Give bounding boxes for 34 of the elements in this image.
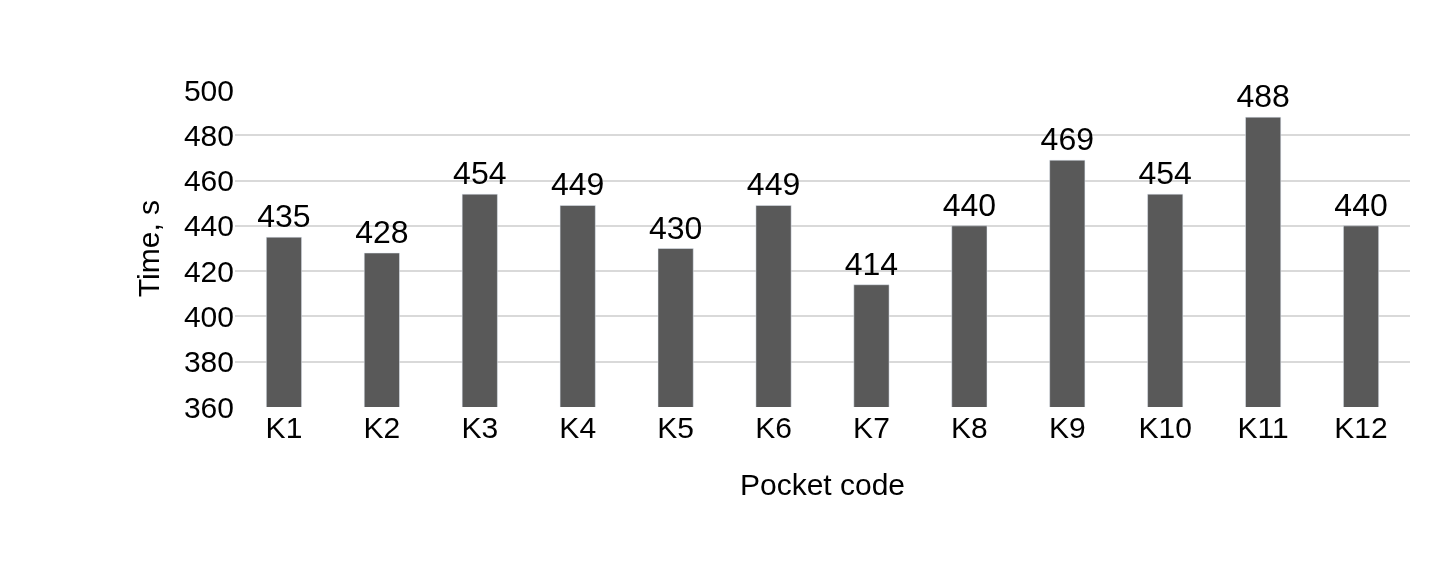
- x-tick-label: K5: [657, 411, 694, 444]
- y-tick-label: 420: [183, 254, 234, 288]
- x-tick-label: K11: [1237, 411, 1289, 444]
- data-label: 430: [648, 209, 703, 246]
- x-tick-label: K3: [461, 411, 499, 444]
- x-tick-label: K1: [265, 411, 303, 444]
- data-label: 440: [1334, 186, 1388, 223]
- data-label: 488: [1236, 78, 1290, 115]
- data-label: 440: [942, 186, 997, 223]
- data-label: 449: [746, 166, 801, 203]
- x-tick-label: K10: [1138, 411, 1192, 444]
- data-label: 454: [453, 155, 507, 192]
- x-tick-label: K4: [559, 411, 597, 444]
- y-tick-label: 400: [183, 299, 234, 333]
- x-tick-label: K2: [363, 411, 401, 444]
- data-label: 414: [844, 245, 899, 282]
- y-axis-title: Time, s: [131, 199, 165, 298]
- y-tick-label: 380: [183, 345, 234, 379]
- x-axis-title: Pocket code: [739, 467, 906, 501]
- y-tick-label: 480: [183, 118, 234, 152]
- y-tick-label: 440: [183, 209, 234, 243]
- data-label: 435: [257, 198, 311, 235]
- x-tick-label: K8: [951, 411, 988, 444]
- data-label: 454: [1138, 155, 1192, 192]
- y-tick-label: 460: [183, 164, 234, 198]
- data-label: 449: [551, 166, 605, 203]
- x-tick-label: K9: [1048, 411, 1086, 444]
- y-tick-label: 360: [183, 390, 234, 424]
- x-tick-label: K7: [853, 411, 890, 444]
- x-tick-label: K6: [755, 411, 792, 444]
- data-label: 469: [1040, 121, 1094, 158]
- data-label: 428: [355, 214, 409, 251]
- y-tick-label: 500: [183, 73, 234, 107]
- x-tick-label: K12: [1334, 411, 1388, 444]
